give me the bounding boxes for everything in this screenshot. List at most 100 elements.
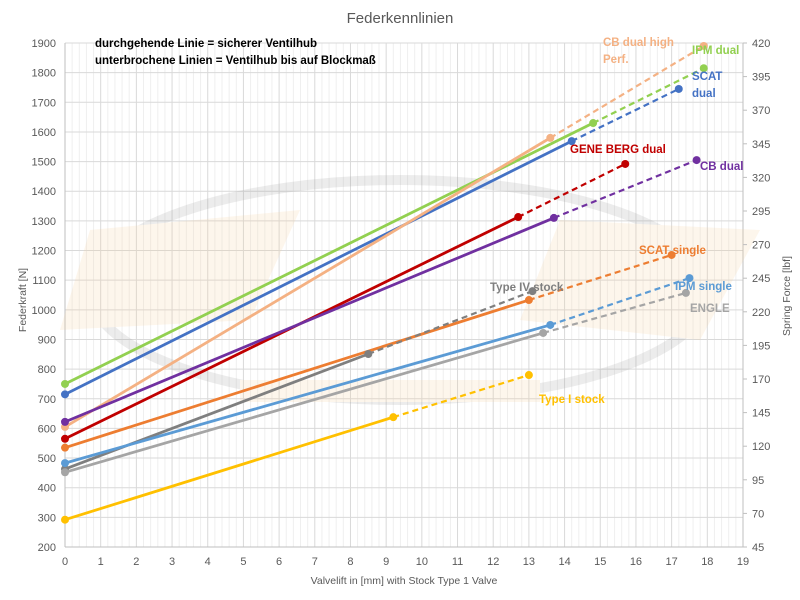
y-tick-label: 1700	[32, 97, 56, 109]
x-tick-label: 18	[701, 556, 713, 568]
series-label-scat-dual: SCAT	[692, 71, 722, 83]
solid-segment	[64, 121, 594, 386]
x-tick-label: 10	[416, 556, 428, 568]
data-point	[61, 417, 69, 426]
y-axis-ticks: 200 300 400 500 600 700 800 900 1000 1100 1200 1300…	[32, 38, 56, 554]
x-tick-label: 19	[737, 556, 749, 568]
series-label-type-i-stock: Type I stock	[539, 394, 605, 406]
data-point	[699, 64, 708, 73]
series-label-type-iv-stock: Type IV stock	[490, 282, 564, 294]
y2-tick-label: 195	[752, 340, 770, 352]
y2-tick-label: 420	[752, 38, 770, 50]
series-type-i-stock	[61, 371, 533, 524]
x-tick-label: 15	[594, 556, 606, 568]
y-tick-label: 1300	[32, 216, 56, 228]
watermark-logo	[60, 175, 760, 405]
y2-tick-label: 45	[752, 542, 764, 554]
y-tick-label: 800	[38, 364, 56, 376]
x-tick-label: 3	[169, 556, 175, 568]
x-tick-label: 16	[630, 556, 642, 568]
y2-tick-label: 220	[752, 307, 770, 319]
data-point	[61, 443, 69, 452]
y2-tick-label: 170	[752, 374, 770, 386]
data-point	[524, 371, 533, 380]
series-labels: IPM dual SCAT dual CB dual high Perf. GENE BE…	[490, 37, 743, 406]
x-tick-label: 2	[133, 556, 139, 568]
data-point	[539, 328, 548, 337]
data-point	[61, 390, 69, 399]
data-point	[621, 159, 630, 168]
y-tick-label: 400	[38, 483, 56, 495]
solid-segment	[64, 139, 573, 396]
dashed-segment	[528, 253, 672, 302]
data-point	[567, 137, 576, 146]
x-tick-label: 12	[487, 556, 499, 568]
y2-tick-label: 145	[752, 408, 770, 420]
annotation-solid-line: durchgehende Linie = sicherer Ventilhub	[95, 38, 317, 50]
y2-tick-label: 370	[752, 105, 770, 117]
data-point	[681, 288, 690, 297]
dashed-segment	[549, 277, 690, 326]
dashed-segment	[592, 67, 705, 125]
y-tick-label: 200	[38, 542, 56, 554]
data-point	[549, 213, 558, 222]
data-point	[61, 515, 69, 524]
x-tick-label: 8	[347, 556, 353, 568]
y2-tick-label: 295	[752, 206, 770, 218]
y-tick-label: 1900	[32, 38, 56, 50]
series-label-gene-berg-dual: GENE BERG dual	[570, 144, 666, 156]
y2-tick-label: 320	[752, 172, 770, 184]
series-scat-single	[61, 250, 676, 452]
y-tick-label: 1200	[32, 246, 56, 258]
x-axis-label: Valvelift in [mm] with Stock Type 1 Valv…	[311, 575, 498, 587]
y-tick-label: 1000	[32, 305, 56, 317]
data-point	[524, 296, 533, 305]
x-tick-label: 6	[276, 556, 282, 568]
y-tick-label: 600	[38, 423, 56, 435]
y2-tick-label: 245	[752, 273, 770, 285]
series-label-engle: ENGLE	[690, 303, 730, 315]
y-tick-label: 1100	[32, 275, 56, 287]
y-tick-label: 1400	[32, 186, 56, 198]
data-point	[61, 459, 69, 468]
data-point	[389, 413, 398, 422]
series-label-cb-dual-high-perf: CB dual high	[603, 37, 674, 49]
x-tick-label: 5	[240, 556, 246, 568]
data-point	[546, 133, 555, 142]
x-tick-label: 9	[383, 556, 389, 568]
solid-segment	[64, 323, 551, 465]
series-cb-dual	[61, 156, 701, 426]
data-point	[514, 213, 523, 222]
solid-segment	[64, 298, 530, 450]
series-label-cb-dual: CB dual	[700, 161, 743, 173]
data-point	[674, 84, 683, 93]
data-point	[364, 349, 373, 358]
x-tick-label: 17	[666, 556, 678, 568]
solid-segment	[64, 216, 555, 424]
series-ipm-dual	[61, 64, 708, 388]
y-tick-label: 700	[38, 394, 56, 406]
series-ipm-single	[61, 274, 694, 468]
data-point	[528, 287, 537, 296]
annotation-dashed-line: unterbrochene Linien = Ventilhub bis auf…	[95, 55, 376, 67]
data-point	[699, 41, 708, 50]
x-tick-label: 11	[452, 556, 463, 568]
dashed-segment	[392, 373, 530, 419]
x-tick-label: 0	[62, 556, 68, 568]
y-tick-label: 1600	[32, 127, 56, 139]
data-point	[61, 379, 69, 388]
series-group	[61, 41, 708, 524]
y-tick-label: 1800	[32, 68, 56, 80]
y2-tick-label: 345	[752, 139, 770, 151]
y2-tick-label: 270	[752, 240, 770, 252]
series-label-scat-dual: dual	[692, 88, 716, 100]
solid-segment	[64, 415, 394, 522]
y2-tick-label: 395	[752, 72, 770, 84]
y2-axis-label: Spring Force [lbf]	[781, 256, 793, 336]
y2-tick-label: 70	[752, 508, 764, 520]
solid-segment	[64, 136, 552, 429]
x-tick-label: 14	[558, 556, 570, 568]
series-label-ipm-single: IPM single	[675, 281, 732, 293]
